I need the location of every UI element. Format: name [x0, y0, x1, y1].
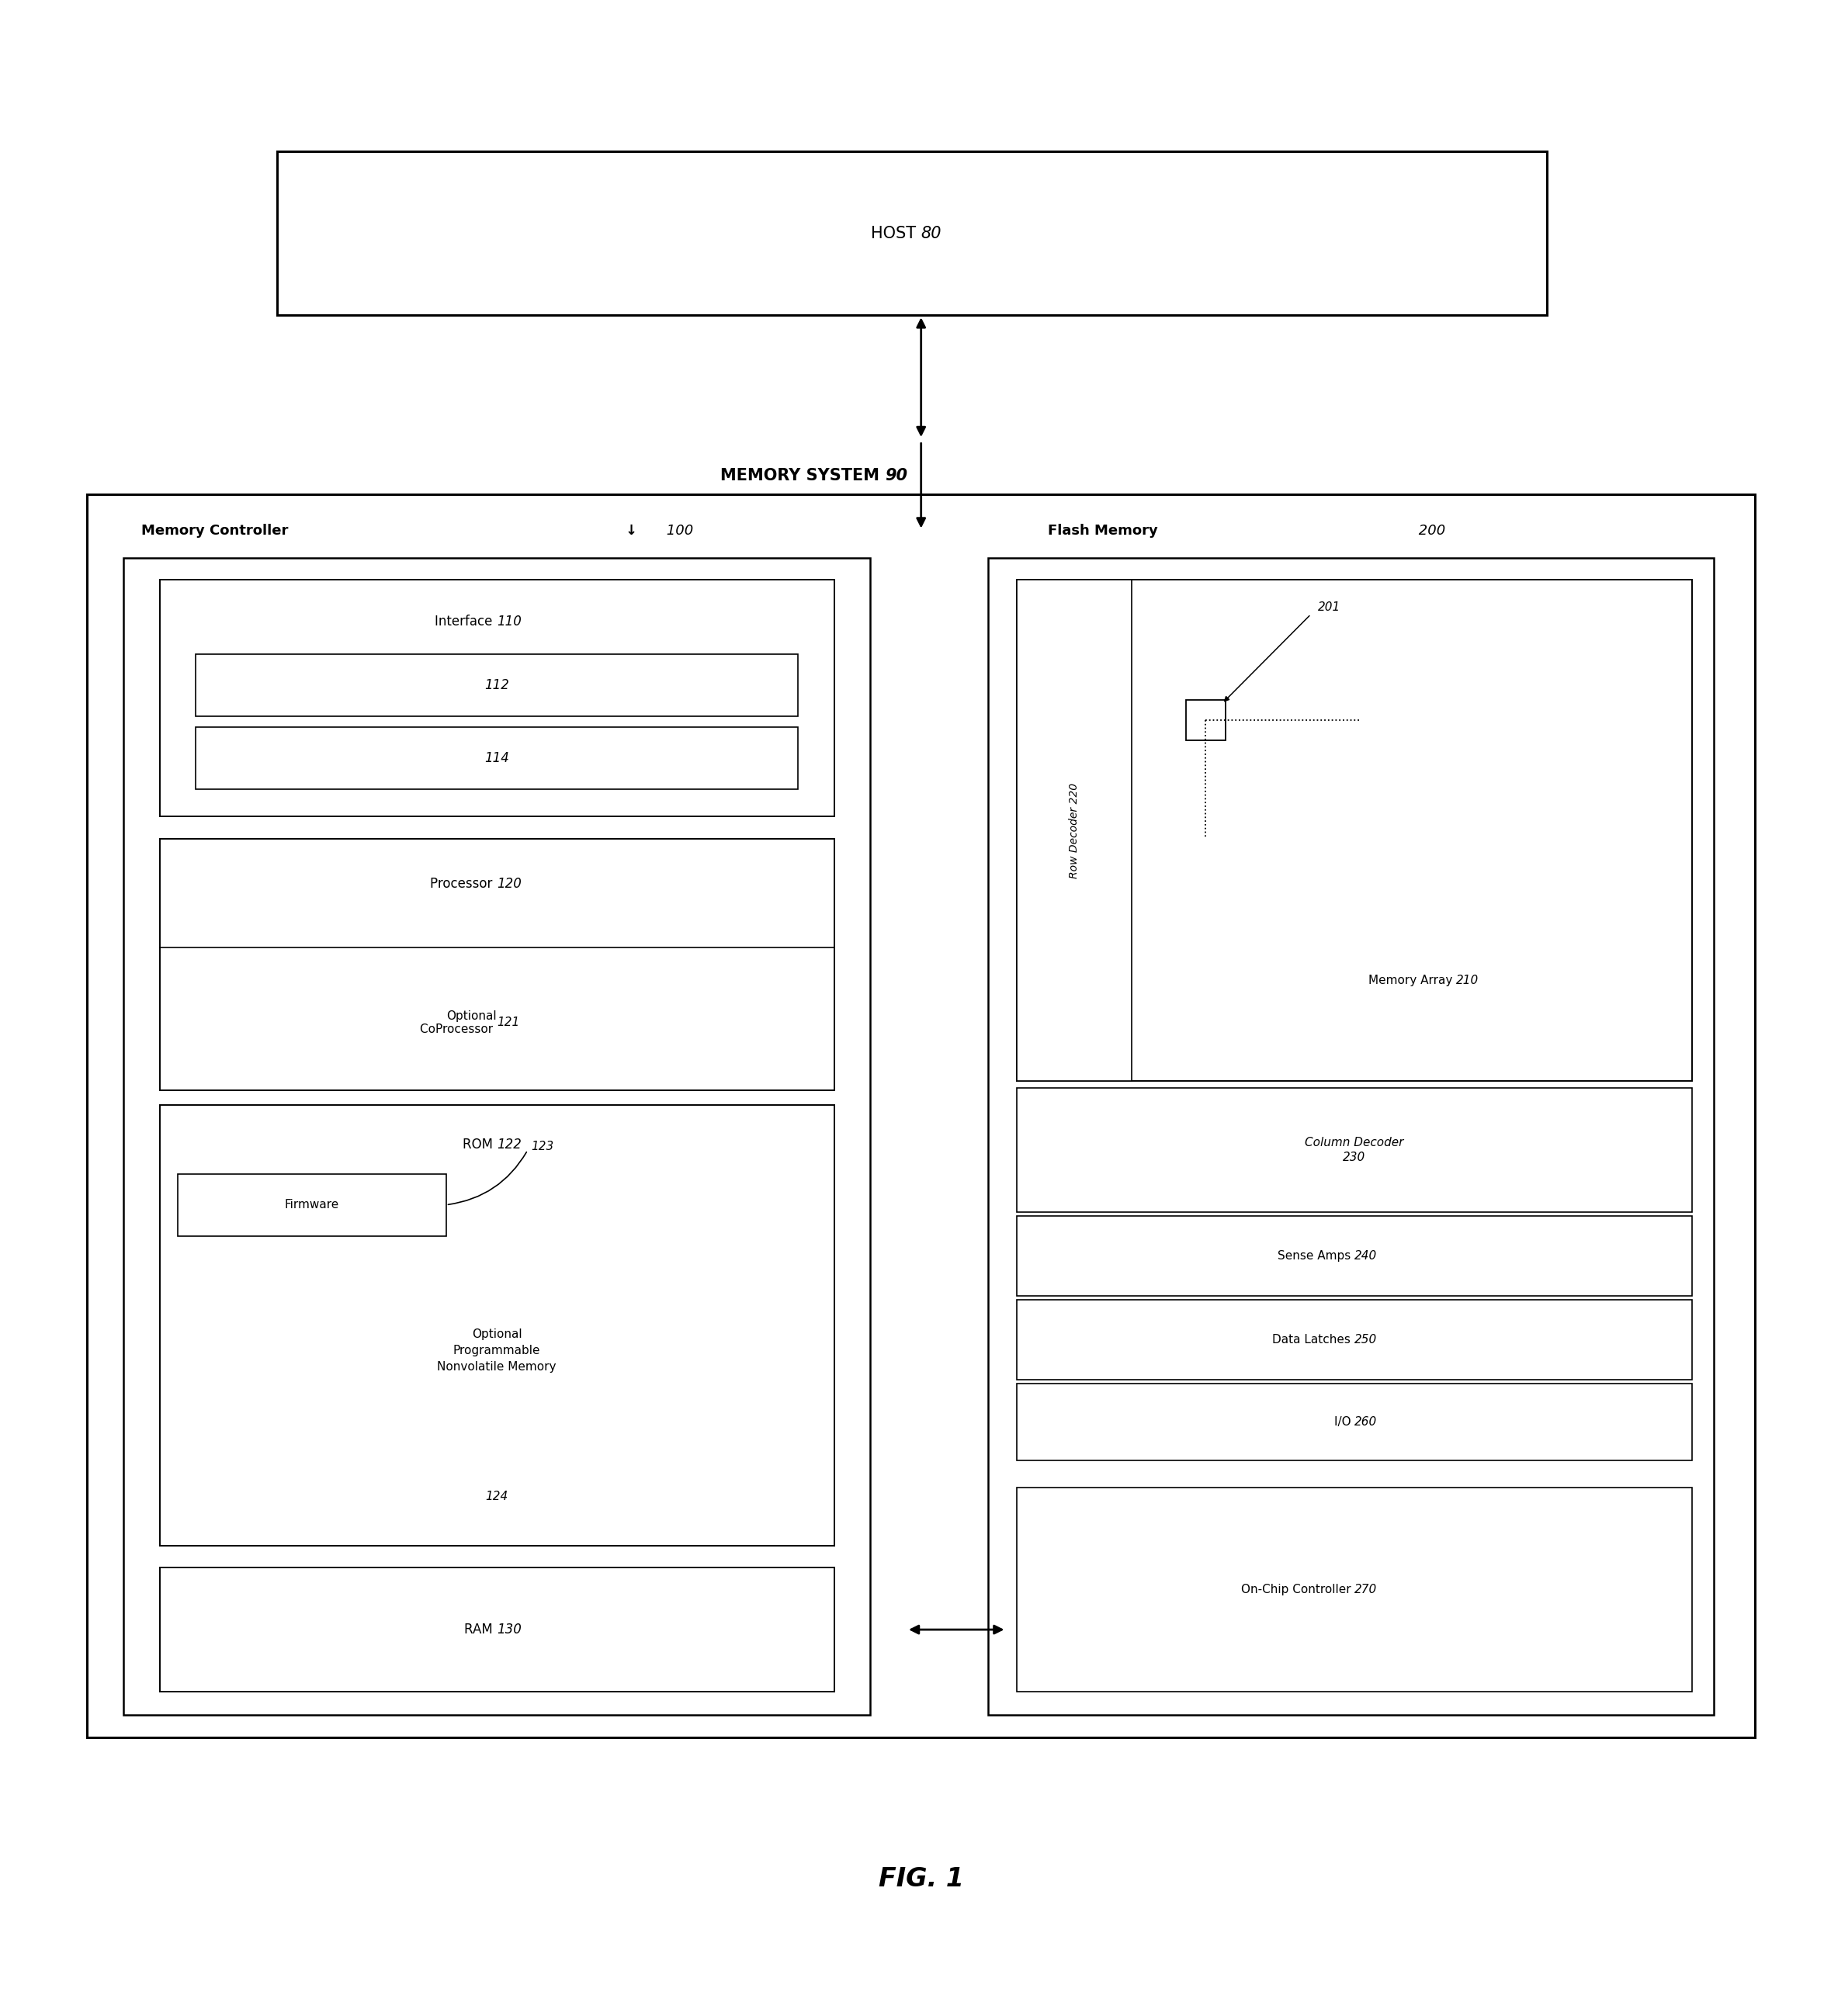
Bar: [159, 839, 834, 1091]
Text: 260: 260: [1355, 1415, 1377, 1427]
Text: ↓: ↓: [626, 524, 637, 538]
Text: FIG. 1: FIG. 1: [879, 1867, 963, 1893]
Bar: [1018, 1089, 1691, 1212]
Text: On-Chip Controller: On-Chip Controller: [1240, 1585, 1355, 1595]
Bar: [177, 1173, 447, 1236]
Text: Flash Memory: Flash Memory: [1049, 524, 1158, 538]
Bar: [124, 558, 870, 1716]
Text: RAM: RAM: [463, 1623, 496, 1637]
Text: Memory Array: Memory Array: [1368, 976, 1456, 986]
Bar: [159, 581, 834, 816]
Text: 100: 100: [662, 524, 693, 538]
Text: 112: 112: [485, 677, 509, 691]
Text: Firmware: Firmware: [285, 1200, 339, 1212]
Text: I/O: I/O: [1333, 1415, 1355, 1427]
Bar: [1018, 581, 1131, 1081]
Bar: [195, 728, 797, 788]
Text: MEMORY SYSTEM: MEMORY SYSTEM: [720, 468, 885, 484]
Text: 124: 124: [485, 1490, 509, 1502]
Text: 200: 200: [1414, 524, 1445, 538]
Bar: [1018, 581, 1691, 1081]
Text: HOST: HOST: [870, 226, 921, 242]
Bar: [1018, 1216, 1691, 1296]
Bar: [1186, 700, 1226, 740]
Text: 201: 201: [1319, 601, 1341, 613]
Text: Column Decoder
230: Column Decoder 230: [1304, 1137, 1404, 1163]
Text: 90: 90: [885, 468, 907, 484]
Text: 120: 120: [496, 877, 522, 891]
Text: Optional
CoProcessor: Optional CoProcessor: [420, 1010, 496, 1034]
Text: 240: 240: [1355, 1250, 1377, 1262]
Text: Processor: Processor: [430, 877, 496, 891]
Text: 250: 250: [1355, 1335, 1377, 1345]
Text: 270: 270: [1355, 1585, 1377, 1595]
Text: 114: 114: [485, 752, 509, 766]
Text: 210: 210: [1456, 976, 1479, 986]
Bar: [195, 655, 797, 716]
Bar: [1018, 1488, 1691, 1691]
Bar: [1018, 1383, 1691, 1460]
Bar: [159, 1568, 834, 1691]
Text: Sense Amps: Sense Amps: [1277, 1250, 1355, 1262]
Text: 80: 80: [921, 226, 941, 242]
Text: Row Decoder 220: Row Decoder 220: [1069, 782, 1080, 879]
Text: Optional
Programmable
Nonvolatile Memory: Optional Programmable Nonvolatile Memory: [438, 1329, 556, 1373]
Bar: [1018, 1300, 1691, 1379]
Bar: [989, 558, 1713, 1716]
Bar: [277, 151, 1547, 314]
Text: 110: 110: [496, 615, 522, 629]
Text: 130: 130: [496, 1623, 522, 1637]
Text: 122: 122: [496, 1137, 522, 1151]
Text: Memory Controller: Memory Controller: [142, 524, 288, 538]
Text: 121: 121: [496, 1016, 520, 1028]
Text: Data Latches: Data Latches: [1273, 1335, 1355, 1345]
Text: 123: 123: [531, 1141, 554, 1153]
Text: ROM: ROM: [463, 1137, 496, 1151]
Text: Interface: Interface: [434, 615, 496, 629]
Bar: [159, 1105, 834, 1546]
Bar: [88, 494, 1755, 1738]
